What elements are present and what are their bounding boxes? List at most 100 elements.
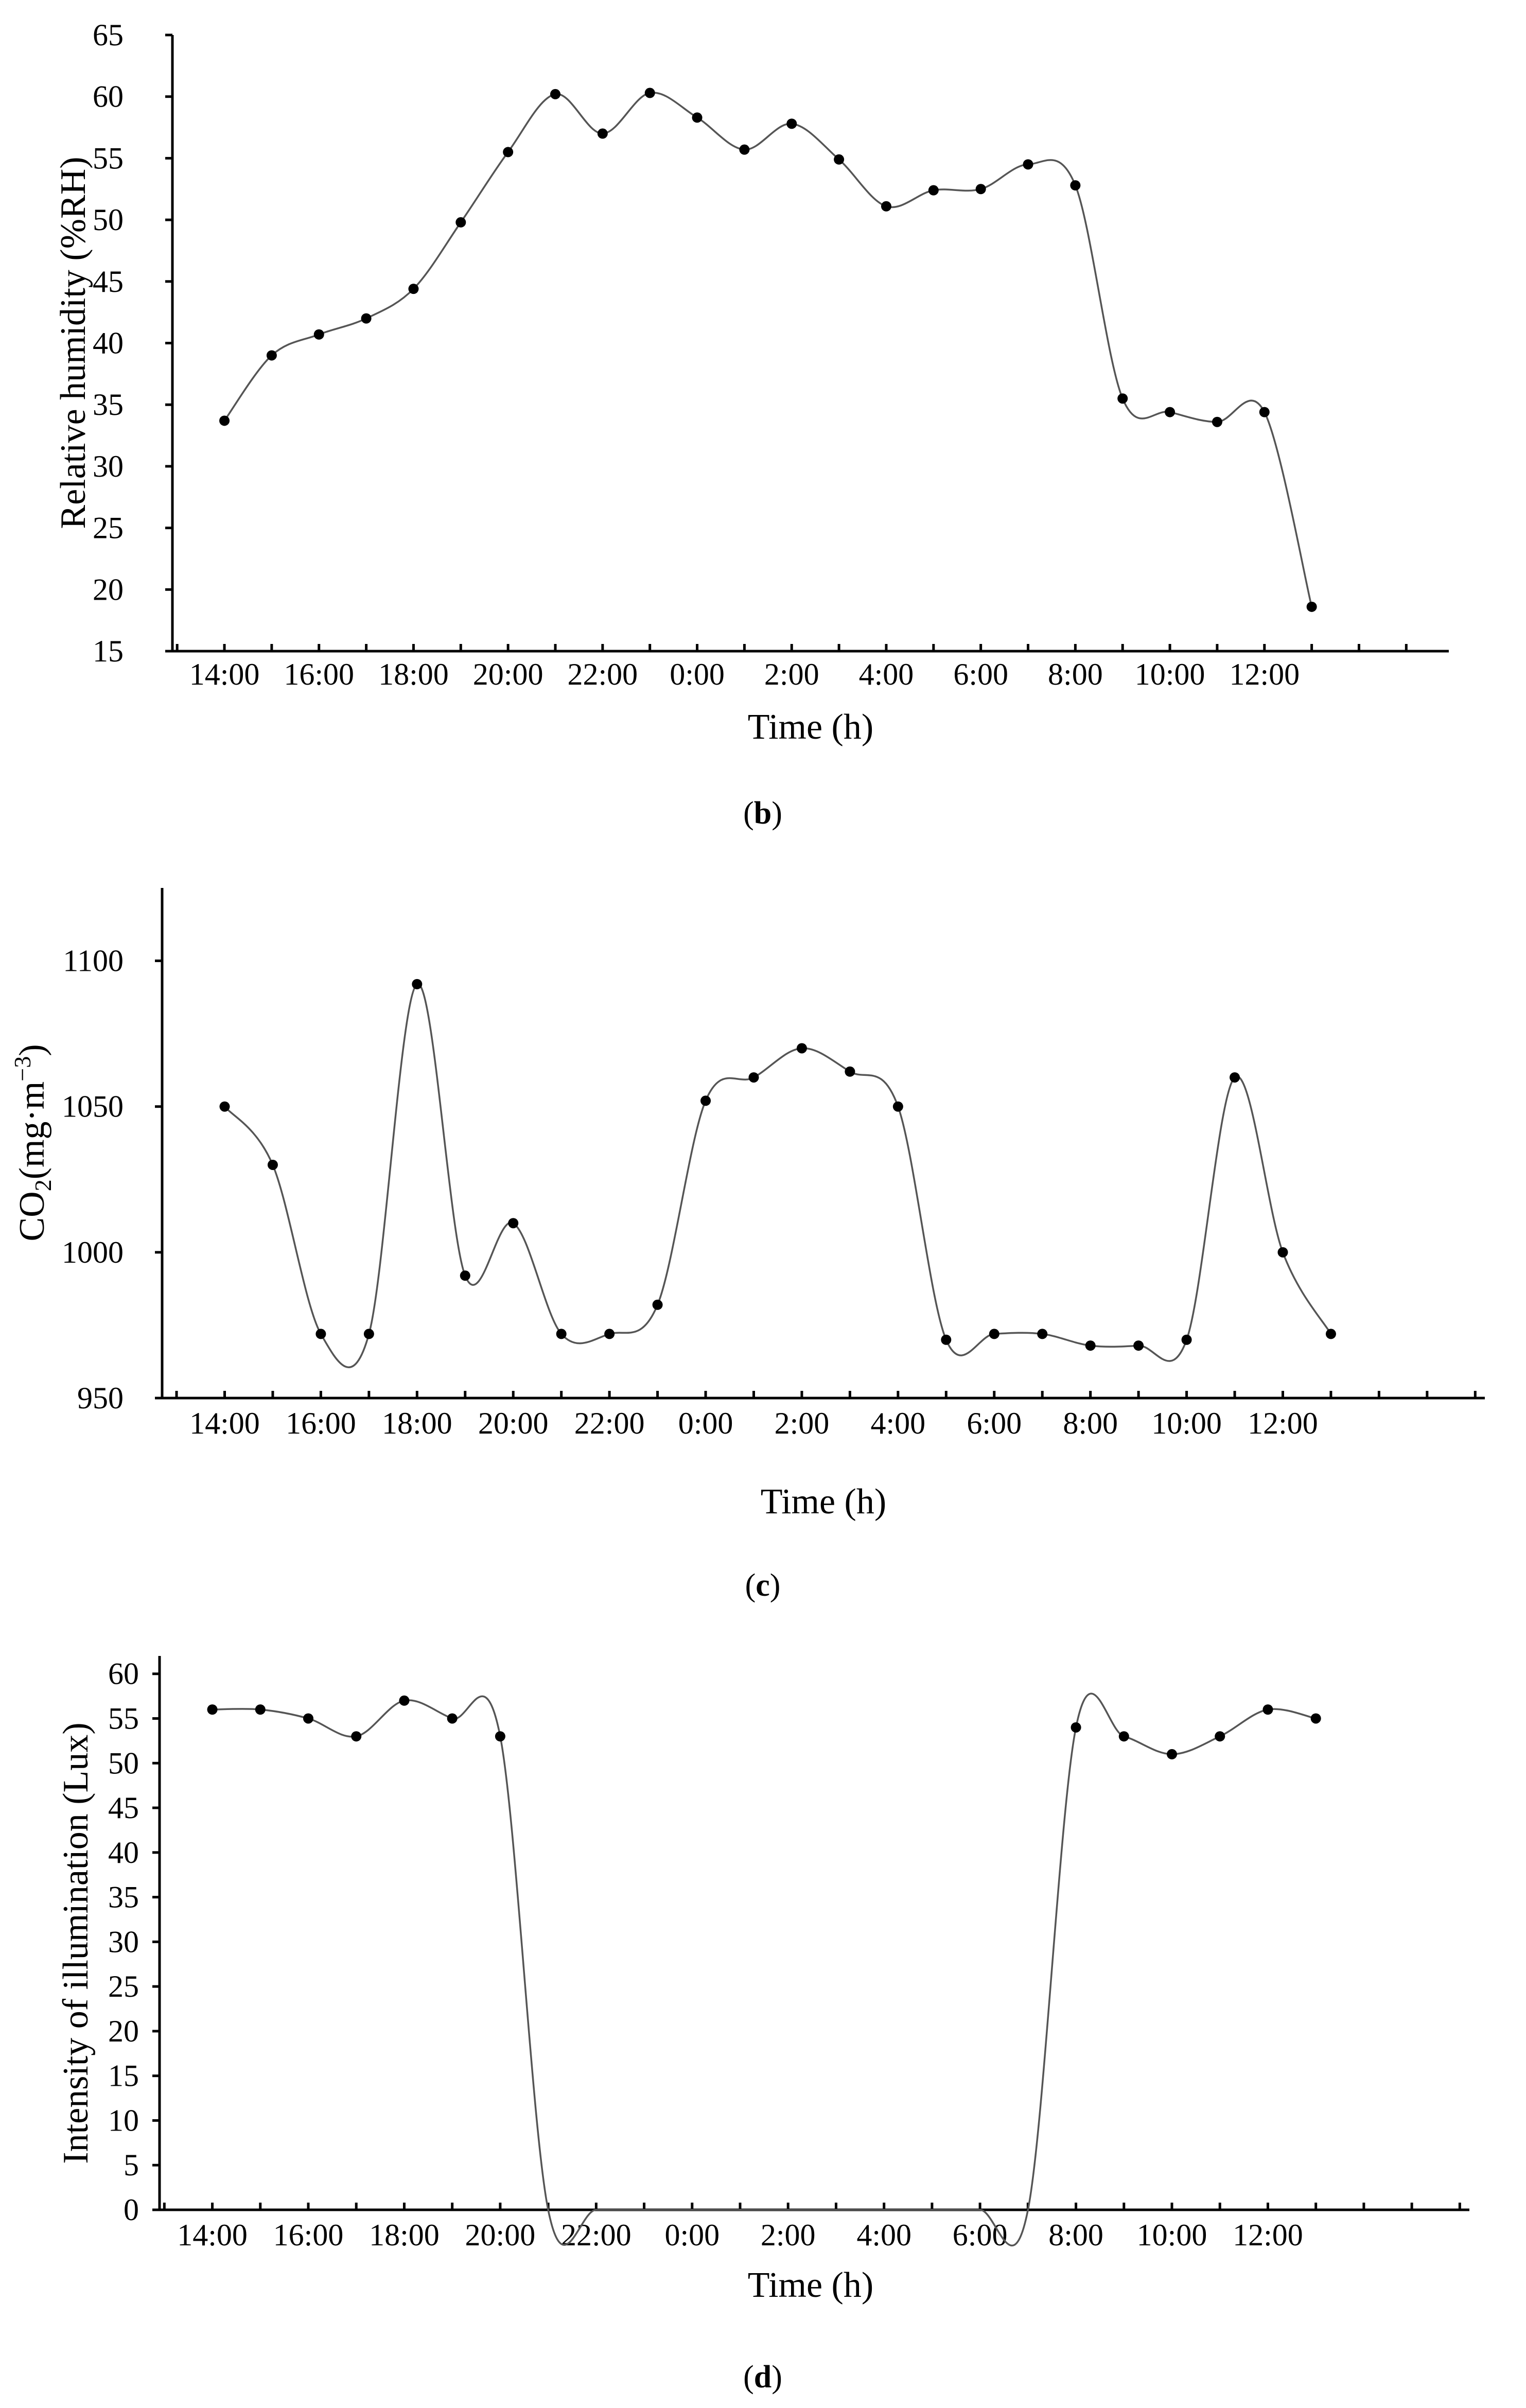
y-axis-title-close: ) [12, 1044, 52, 1056]
data-point [219, 1101, 230, 1112]
data-point [303, 1713, 313, 1724]
chart-panel-c: 950 1000 1050 1100 14:00 16:00 18:00 20:00 22:0… [0, 844, 1526, 1621]
data-point [692, 112, 703, 123]
data-point [495, 1731, 505, 1742]
x-ticks: 14:00 16:00 18:00 20:00 22:00 0:00 2:00 4:00 6:0… [175, 1391, 1477, 1440]
data-point [1165, 407, 1176, 417]
y-tick-label: 65 [93, 18, 124, 52]
y-tick-label: 20 [108, 2014, 139, 2048]
x-tick-label: 6:00 [967, 1406, 1022, 1440]
x-tick-label: 14:00 [189, 657, 260, 691]
y-tick-label: 30 [93, 449, 124, 483]
x-tick-label: 20:00 [465, 2218, 536, 2252]
data-point [1023, 159, 1033, 170]
data-point [361, 313, 372, 324]
y-tick-label: 30 [108, 1925, 139, 1959]
y-tick-label: 1100 [63, 944, 124, 978]
data-point [266, 350, 277, 361]
data-point [652, 1299, 663, 1310]
x-tick-label: 0:00 [664, 2218, 720, 2252]
data-point [556, 1329, 567, 1339]
data-points [219, 88, 1317, 612]
data-point [503, 147, 514, 158]
data-point [315, 1329, 326, 1339]
y-tick-label: 10 [108, 2103, 139, 2137]
y-tick-label: 60 [93, 80, 124, 114]
series-line-group [223, 92, 1313, 607]
y-tick-label: 1000 [62, 1235, 124, 1269]
x-ticks: 14:00 16:00 18:00 20:00 22:00 0:00 2:00 4:00 6:0… [163, 2203, 1461, 2252]
y-axis-title-subscript: 2 [30, 1179, 56, 1191]
y-tick-label: 50 [108, 1746, 139, 1780]
data-point [1037, 1329, 1048, 1339]
y-tick-label: 45 [93, 265, 124, 299]
y-tick-label: 5 [124, 2148, 139, 2182]
data-point [1212, 416, 1222, 427]
data-point [460, 1270, 470, 1281]
data-point [892, 1101, 903, 1112]
data-points [207, 1695, 1321, 1759]
x-tick-label: 10:00 [1151, 1406, 1222, 1440]
y-tick-label: 45 [108, 1791, 139, 1825]
panel-caption: (d) [743, 2360, 782, 2395]
data-point [1117, 393, 1128, 404]
data-point [1262, 1704, 1273, 1715]
x-tick-label: 4:00 [856, 2218, 911, 2252]
data-point [739, 144, 750, 155]
x-tick-label: 10:00 [1137, 2218, 1207, 2252]
data-point [1070, 180, 1081, 191]
data-point [1277, 1247, 1288, 1258]
data-point [928, 185, 939, 196]
caption-letter: d [754, 2360, 771, 2395]
data-point [1181, 1334, 1192, 1345]
series-line-group [224, 983, 1332, 1368]
data-point [700, 1095, 711, 1106]
data-point [412, 979, 423, 989]
data-point [1085, 1340, 1096, 1351]
data-point [604, 1329, 615, 1339]
data-point [1071, 1722, 1081, 1733]
data-point [1325, 1329, 1336, 1339]
data-point [447, 1713, 458, 1724]
data-point [834, 154, 845, 165]
x-axis-title: Time (h) [761, 1482, 886, 1522]
y-tick-label: 0 [124, 2193, 139, 2227]
x-tick-label: 2:00 [764, 657, 819, 691]
data-point [597, 128, 608, 139]
x-tick-label: 12:00 [1229, 657, 1300, 691]
x-axis-title: Time (h) [748, 707, 873, 747]
y-tick-label: 50 [93, 203, 124, 237]
x-tick-label: 18:00 [378, 657, 449, 691]
x-tick-label: 14:00 [177, 2218, 248, 2252]
y-axis-title-unit: (mg·m [12, 1081, 52, 1180]
series-line [224, 983, 1332, 1368]
data-point [399, 1695, 410, 1706]
y-tick-label: 40 [93, 326, 124, 360]
illumination-chart: 0 5 10 15 20 25 30 35 40 45 50 55 60 14:00 16:00 18:00… [56, 1656, 1469, 2395]
x-tick-label: 16:00 [286, 1406, 356, 1440]
x-tick-label: 14:00 [189, 1406, 260, 1440]
data-point [975, 184, 986, 195]
x-tick-label: 4:00 [871, 1406, 926, 1440]
y-tick-label: 60 [108, 1657, 139, 1691]
y-tick-label: 20 [93, 572, 124, 606]
x-tick-label: 4:00 [859, 657, 914, 691]
y-ticks: 0 5 10 15 20 25 30 35 40 45 50 55 60 [108, 1657, 160, 2227]
data-point [845, 1066, 855, 1077]
y-axis-title: CO2(mg·m−3) [9, 1044, 56, 1241]
data-point [455, 217, 466, 228]
x-tick-label: 22:00 [574, 1406, 645, 1440]
panel-caption: (b) [743, 796, 782, 831]
y-tick-label: 25 [93, 511, 124, 545]
caption-letter: b [754, 796, 771, 831]
data-point [351, 1731, 362, 1742]
chart-panel-d: 0 5 10 15 20 25 30 35 40 45 50 55 60 14:00 16:00 18:00… [0, 1621, 1526, 2408]
x-tick-label: 6:00 [953, 657, 1008, 691]
data-point [408, 284, 419, 294]
humidity-chart: 15 20 25 30 35 40 45 50 55 60 65 14:00 16:00 18:00 20… [54, 18, 1449, 831]
data-point [508, 1218, 519, 1229]
y-ticks: 15 20 25 30 35 40 45 50 55 60 65 [93, 18, 172, 668]
y-tick-label: 35 [108, 1880, 139, 1914]
y-tick-label: 950 [77, 1381, 124, 1415]
